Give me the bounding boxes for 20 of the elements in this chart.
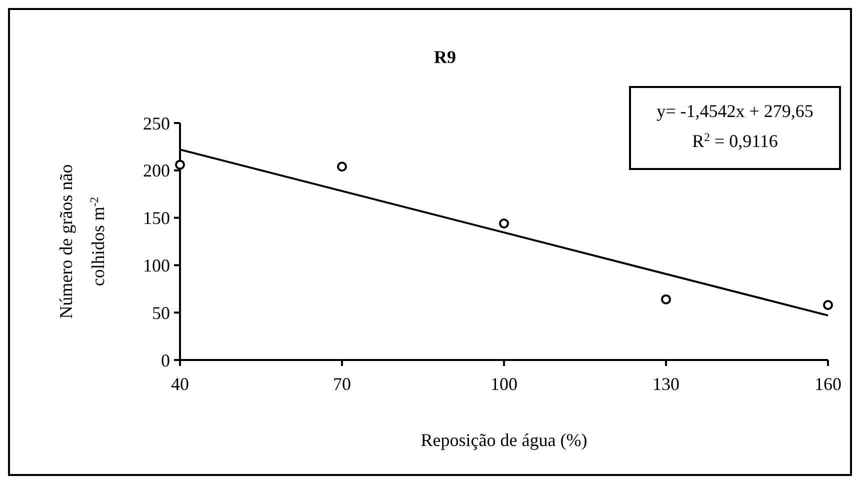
y-tick-label: 100 bbox=[143, 256, 170, 276]
x-tick-label: 70 bbox=[333, 374, 351, 394]
point bbox=[337, 162, 347, 172]
text: y= -1,4542x + 279,65 bbox=[656, 101, 814, 121]
point bbox=[823, 300, 833, 310]
annotation: R$^{2}$ = 0,9116 bbox=[692, 130, 778, 151]
y-tick-label: 0 bbox=[161, 350, 170, 370]
x-tick-label: 100 bbox=[490, 374, 518, 394]
y-tick-label: 250 bbox=[143, 113, 170, 134]
x-tick-label: 40 bbox=[171, 374, 189, 394]
point bbox=[499, 218, 509, 228]
x-tick-label: 160 bbox=[814, 374, 842, 394]
x-tick-label: 130 bbox=[652, 374, 680, 394]
y-tick-label: 200 bbox=[143, 160, 170, 181]
chart-title: R9 bbox=[434, 47, 456, 67]
point bbox=[661, 294, 671, 304]
y-tick-label: 50 bbox=[152, 302, 170, 323]
y-tick-label: 150 bbox=[143, 208, 170, 228]
x-axis-title: Reposição de água (%) bbox=[420, 430, 588, 450]
point bbox=[175, 160, 185, 170]
